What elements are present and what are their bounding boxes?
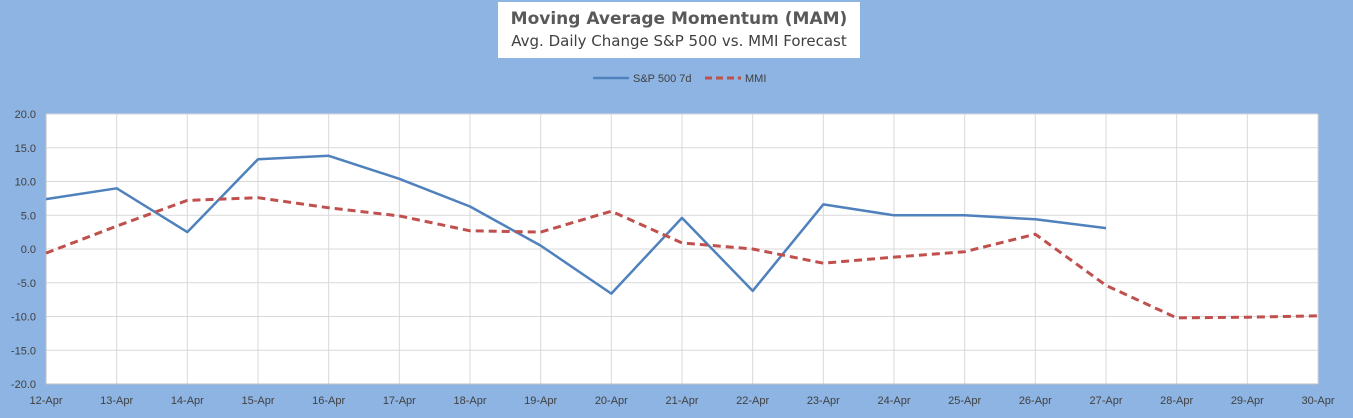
chart-subtitle: Avg. Daily Change S&P 500 vs. MMI Foreca…	[511, 32, 847, 50]
y-tick-label: -10.0	[11, 312, 36, 324]
x-tick-label: 24-Apr	[877, 395, 910, 407]
axis-layer: 20.0 15.0 10.0 5.0 0.0 -5.0 -10.0 -15.0 -20.0 12-…	[11, 109, 1335, 407]
x-tick-label: 18-Apr	[453, 395, 486, 407]
legend-label: S&P 500 7d	[633, 73, 692, 85]
x-tick-label: 28-Apr	[1160, 395, 1193, 407]
mmi-line	[45, 196, 1319, 320]
x-tick-label: 16-Apr	[312, 395, 345, 407]
x-tick-label: 26-Apr	[1019, 395, 1052, 407]
x-tick-label: 17-Apr	[383, 395, 416, 407]
x-tick-label: 14-Apr	[171, 395, 204, 407]
y-tick-label: 10.0	[15, 177, 36, 189]
y-tick-label: -20.0	[11, 379, 36, 391]
chart-title-box: Moving Average Momentum (MAM) Avg. Daily…	[498, 2, 860, 58]
x-tick-label: 23-Apr	[807, 395, 840, 407]
x-tick-label: 15-Apr	[241, 395, 274, 407]
x-tick-label: 30-Apr	[1301, 395, 1334, 407]
y-tick-label: -15.0	[11, 345, 36, 357]
x-tick-label: 12-Apr	[29, 395, 62, 407]
y-tick-label: 0.0	[21, 244, 36, 256]
series-layer	[45, 154, 1319, 320]
legend-label: MMI	[745, 73, 766, 85]
x-tick-label: 27-Apr	[1089, 395, 1122, 407]
y-tick-label: -5.0	[17, 278, 36, 290]
x-tick-label: 29-Apr	[1231, 395, 1264, 407]
y-tick-label: 5.0	[21, 210, 36, 222]
x-tick-label: 13-Apr	[100, 395, 133, 407]
x-tick-label: 22-Apr	[736, 395, 769, 407]
x-tick-label: 20-Apr	[595, 395, 628, 407]
sp500-line	[45, 154, 1107, 295]
y-tick-label: 15.0	[15, 143, 36, 155]
y-tick-label: 20.0	[15, 109, 36, 121]
x-tick-label: 21-Apr	[665, 395, 698, 407]
chart-title: Moving Average Momentum (MAM)	[510, 9, 848, 29]
x-tick-label: 25-Apr	[948, 395, 981, 407]
legend: S&P 500 7d MMI	[593, 73, 766, 85]
x-tick-label: 19-Apr	[524, 395, 557, 407]
